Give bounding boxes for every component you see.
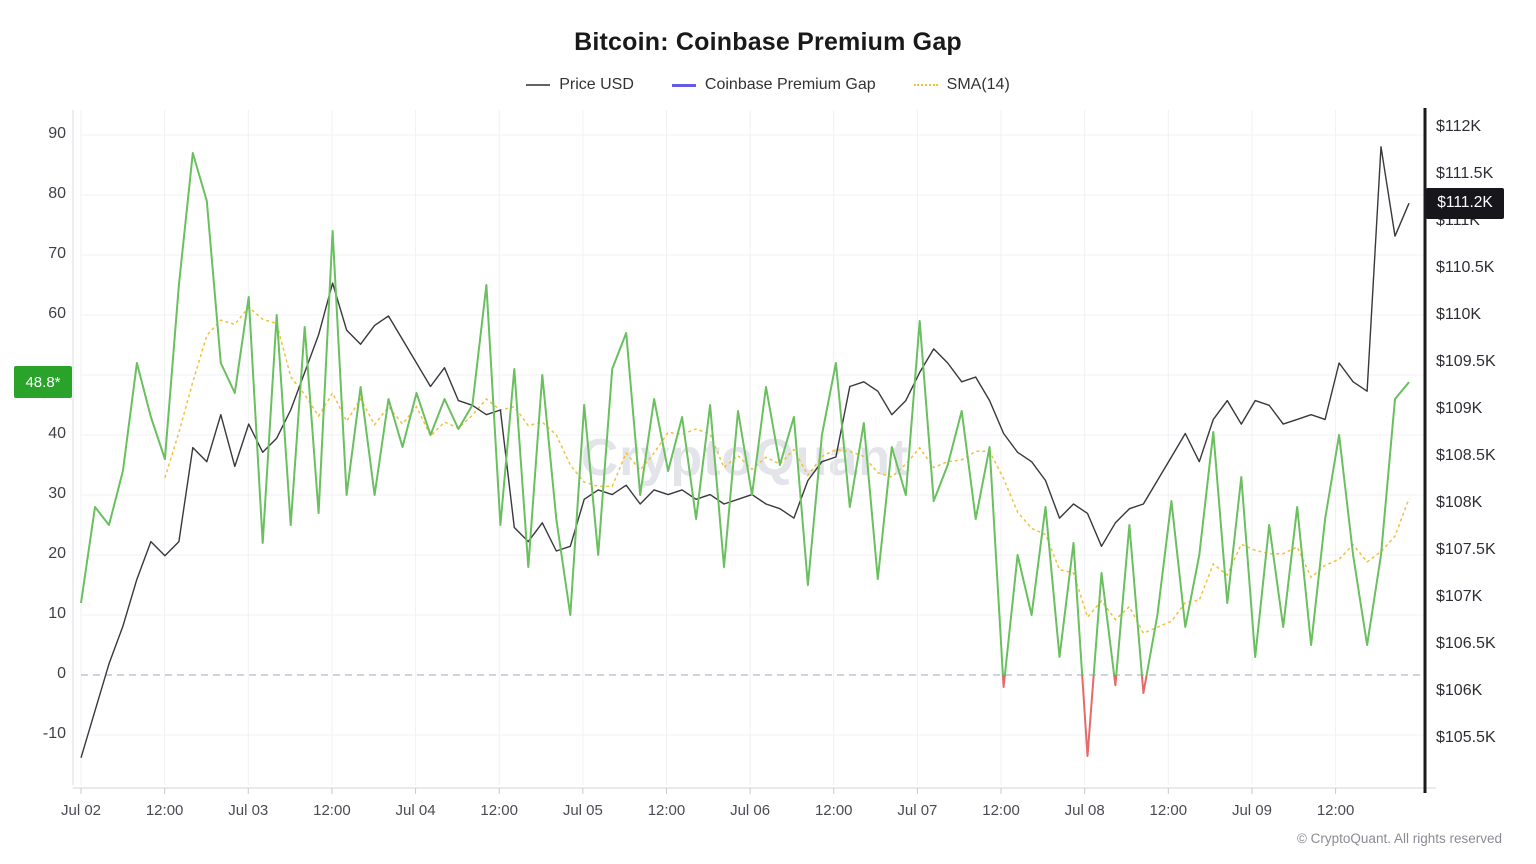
left-axis-tick: 10 bbox=[48, 605, 66, 622]
x-axis-tick: Jul 03 bbox=[228, 802, 269, 819]
x-axis-tick: Jul 02 bbox=[60, 802, 102, 819]
left-axis-tick: 60 bbox=[48, 305, 66, 322]
left-axis-tick: 70 bbox=[48, 245, 66, 262]
x-axis-tick: 12:00 bbox=[1149, 802, 1188, 819]
left-axis-tick: 90 bbox=[48, 125, 66, 142]
x-axis-tick: 12:00 bbox=[647, 802, 686, 819]
x-axis-tick: 12:00 bbox=[814, 802, 853, 819]
legend-label-sma: SMA(14) bbox=[946, 76, 1010, 93]
right-axis-tick: $106.5K bbox=[1436, 635, 1496, 652]
left-axis-tick: 0 bbox=[57, 665, 66, 682]
x-axis-tick: 12:00 bbox=[1316, 802, 1355, 819]
x-axis-tick: Jul 05 bbox=[562, 802, 603, 819]
legend-item-price[interactable]: Price USD bbox=[526, 76, 634, 94]
right-axis-tick: $107.5K bbox=[1436, 541, 1496, 558]
right-axis-tick: $109.5K bbox=[1436, 353, 1496, 370]
sma-line-swatch-icon bbox=[913, 84, 938, 86]
x-axis-tick: Jul 09 bbox=[1231, 802, 1272, 819]
right-axis-tick: $110K bbox=[1436, 306, 1482, 323]
chart-legend: Price USD Coinbase Premium Gap SMA(14) bbox=[0, 76, 1536, 94]
premium-gap-value-badge: 48.8* bbox=[14, 366, 72, 399]
right-axis-tick: $110.5K bbox=[1436, 259, 1495, 276]
right-axis-tick: $108K bbox=[1436, 494, 1483, 511]
legend-label-price: Price USD bbox=[559, 76, 634, 93]
copyright-text: © CryptoQuant. All rights reserved bbox=[1296, 831, 1502, 846]
x-axis-tick: 12:00 bbox=[480, 802, 518, 819]
x-axis-tick: 12:00 bbox=[982, 802, 1020, 819]
legend-label-premium-gap: Coinbase Premium Gap bbox=[704, 76, 876, 93]
price-value-badge: $111.2K bbox=[1426, 187, 1504, 219]
left-axis-tick: 80 bbox=[48, 185, 66, 202]
premium-gap-line-swatch-icon bbox=[671, 83, 696, 87]
chart-title: Bitcoin: Coinbase Premium Gap bbox=[574, 28, 962, 56]
x-axis-tick: 12:00 bbox=[145, 802, 184, 819]
legend-item-sma[interactable]: SMA(14) bbox=[913, 76, 1010, 94]
price-line-swatch-icon bbox=[526, 84, 551, 86]
left-axis-tick: 40 bbox=[48, 425, 66, 442]
x-axis-tick: Jul 07 bbox=[897, 802, 938, 819]
right-axis-tick: $105.5K bbox=[1436, 729, 1496, 746]
right-axis-tick: $106K bbox=[1436, 682, 1483, 699]
left-axis-tick: 20 bbox=[48, 545, 66, 562]
x-axis-tick: 12:00 bbox=[313, 802, 351, 819]
left-axis-tick: 30 bbox=[48, 485, 66, 502]
right-axis-tick: $108.5K bbox=[1436, 447, 1496, 464]
x-axis-tick: Jul 06 bbox=[730, 802, 771, 819]
x-axis-tick: Jul 08 bbox=[1064, 802, 1105, 819]
left-axis-tick: -10 bbox=[42, 725, 66, 742]
right-axis-tick: $109K bbox=[1436, 400, 1483, 417]
right-axis-tick: $112K bbox=[1436, 118, 1482, 135]
right-axis-tick: $107K bbox=[1436, 588, 1483, 605]
legend-item-premium-gap[interactable]: Coinbase Premium Gap bbox=[671, 76, 876, 94]
x-axis-tick: Jul 04 bbox=[395, 802, 436, 819]
right-axis-tick: $111.5K bbox=[1436, 165, 1494, 182]
